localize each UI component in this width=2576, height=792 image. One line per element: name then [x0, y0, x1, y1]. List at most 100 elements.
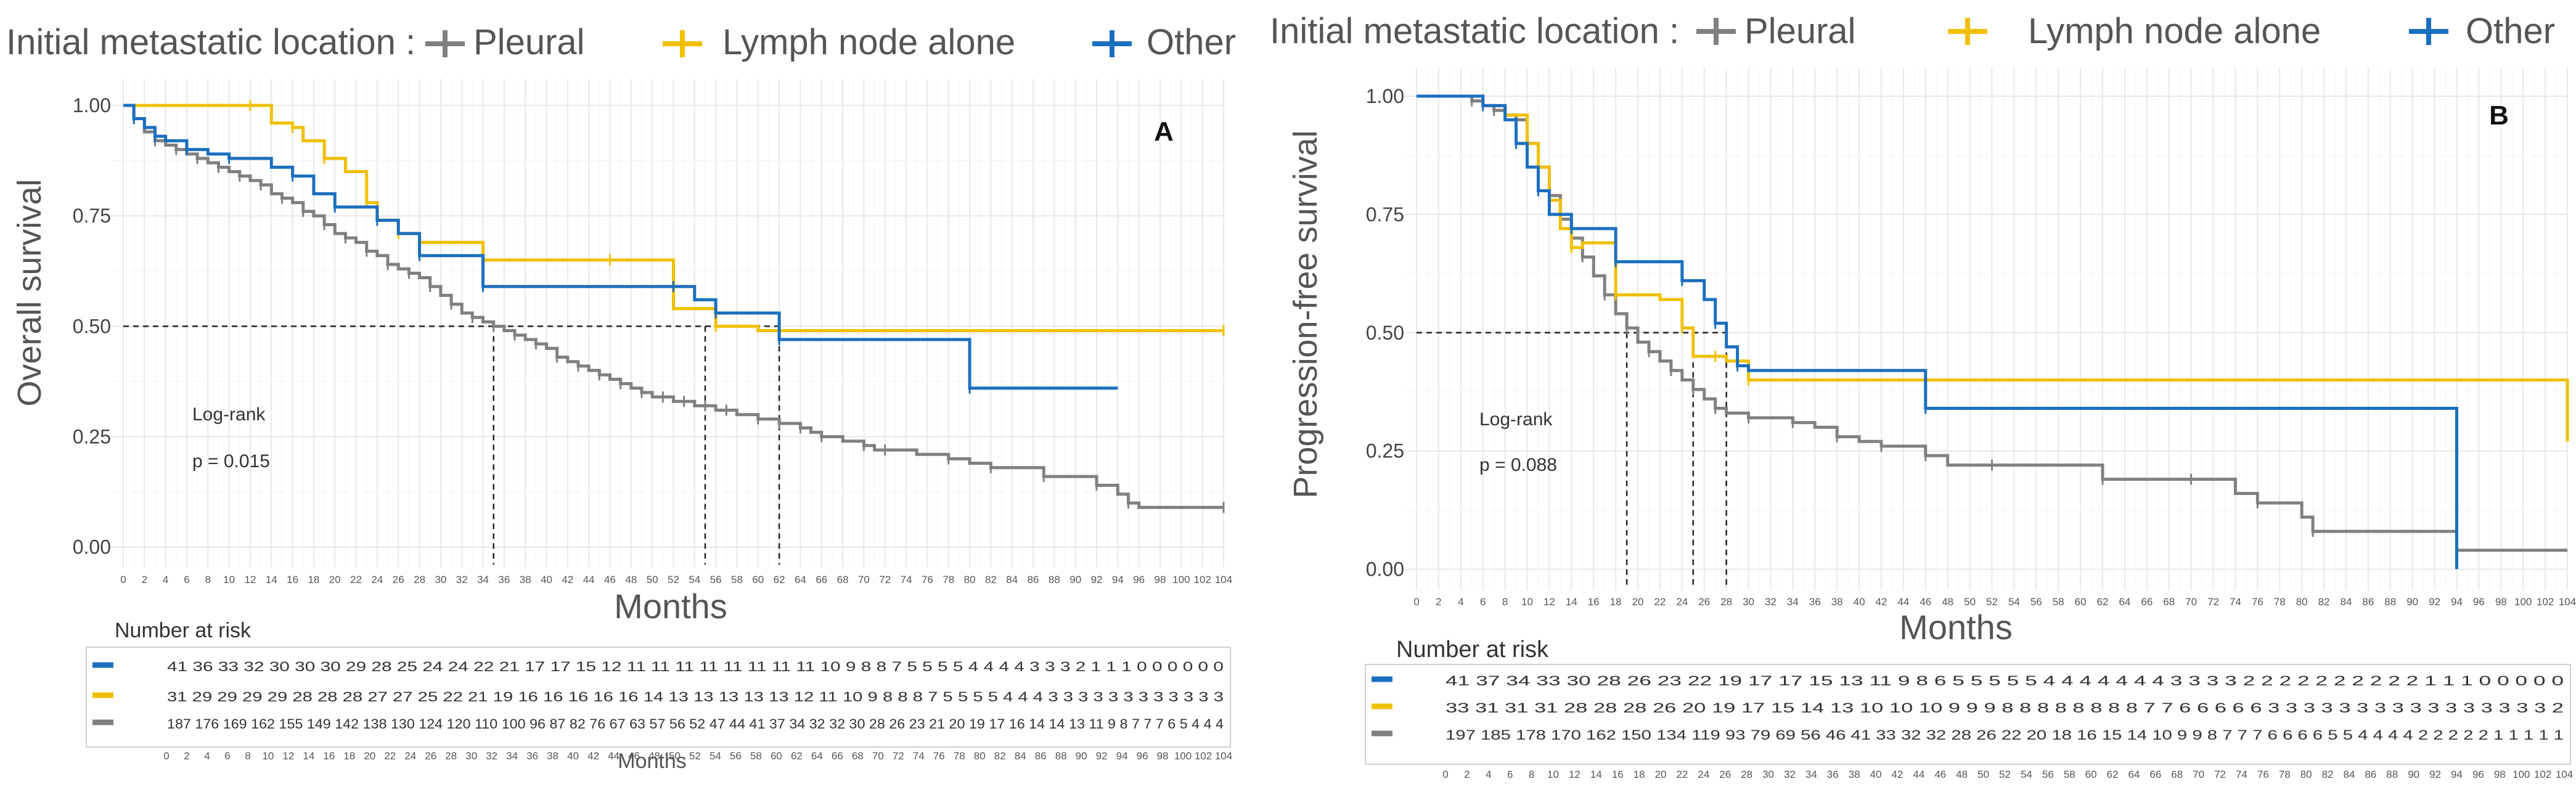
panel-b-risk-xtick-label: 62 [2107, 769, 2119, 780]
panel-a-xtick-label: 88 [1049, 574, 1060, 586]
panel-a-xtick-label: 14 [266, 574, 277, 586]
panel-b-xtick-label: 86 [2362, 596, 2374, 608]
panel-a-xtick-label: 64 [795, 574, 806, 586]
panel-a-xtick-label: 74 [901, 574, 912, 586]
panel-b-risk-xtick-label: 84 [2344, 769, 2355, 780]
panel-a-xtick-label: 28 [414, 574, 425, 586]
panel-b-risk-xtick-label: 18 [1634, 769, 1645, 780]
panel-b-ytick-label: 0.00 [1366, 558, 1404, 580]
panel-a-ytick-label: 0.50 [73, 315, 111, 337]
panel-b-risk-xtick-label: 98 [2494, 769, 2506, 780]
panel-b-xtick-label: 56 [2030, 596, 2042, 608]
panel-b-risk-row-pleural: 197 185 178 170 162 150 134 119 93 79 69… [1445, 727, 2564, 743]
panel-b-risk-xtick-label: 36 [1827, 769, 1839, 780]
panel-b-xtick-label: 20 [1632, 596, 1644, 608]
panel-a-risk-xticks: 0 2 4 6 8 10 12 14 16 18 20 22 24 26 28 30 32 34 36 38 40 42 4… [163, 750, 1232, 762]
panel-b-risk-xtick-label: 26 [1719, 769, 1731, 780]
panel-b-plot-background [1404, 68, 2576, 590]
panel-a-risk-xtick-label: 46 [628, 750, 640, 762]
panel-b-ytick-label: 0.25 [1366, 440, 1404, 462]
panel-b-xtick-label: 14 [1566, 596, 1577, 608]
panel-a-risk-xtick-label: 86 [1035, 750, 1047, 762]
panel-b-risk-xtick-label: 64 [2128, 769, 2140, 780]
panel-b-risk-xtick-label: 14 [1590, 769, 1602, 780]
panel-a-risk-xtick-label: 80 [974, 750, 986, 762]
panel-a-risk-xlabel: Months [618, 749, 687, 773]
panel-a-xtick-label: 84 [1006, 574, 1018, 586]
panel-a-xtick-label: 50 [647, 574, 658, 586]
panel-a-xtick-label: 46 [604, 574, 616, 586]
panel-b-xtick-label: 24 [1676, 596, 1688, 608]
panel-b-risk-xtick-label: 38 [1849, 769, 1860, 780]
panel-a-xtick-label: 24 [371, 574, 383, 586]
panel-a-risk-xtick-label: 56 [730, 750, 742, 762]
panel-b-label: B [2489, 100, 2509, 131]
panel-a-xtick-label: 78 [942, 574, 954, 586]
panel-b-xtick-label: 94 [2451, 596, 2463, 608]
panel-a-risk-table: Number at risk 41 36 33 32 30 30 30 29 2… [86, 619, 1232, 773]
panel-b-risk-xtick-label: 86 [2365, 769, 2376, 780]
panel-b-xtick-label: 78 [2274, 596, 2286, 608]
panel-b-xlabel: Months [1899, 608, 2013, 647]
panel-a-xtick-label: 60 [752, 574, 764, 586]
panel-b-xtick-label: 54 [2008, 596, 2020, 608]
panel-a-ytick-label: 0.25 [73, 426, 111, 448]
panel-b-xtick-label: 96 [2473, 596, 2485, 608]
panel-a-risk-xtick-label: 102 [1195, 750, 1212, 762]
panel-b-logrank-p: p = 0.088 [1479, 455, 1557, 475]
panel-b-risk-xtick-label: 6 [1507, 769, 1513, 780]
panel-b-xtick-label: 64 [2119, 596, 2130, 608]
panel-a-xtick-label: 96 [1133, 574, 1145, 586]
panel-b-risk-xtick-label: 60 [2085, 769, 2097, 780]
panel-a-xtick-label: 44 [583, 574, 595, 586]
panel-b-risk-xticks: 0 2 4 6 8 10 12 14 16 18 20 22 24 26 28 30 32 34 36 38 40 42 4… [1442, 769, 2573, 780]
panel-b-xtick-label: 0 [1413, 596, 1419, 608]
panel-b-xtick-label: 50 [1964, 596, 1976, 608]
panel-b-risk-xtick-label: 16 [1612, 769, 1624, 780]
panel-a-risk-xtick-label: 38 [547, 750, 558, 762]
panel-b-xtick-label: 58 [2053, 596, 2064, 608]
panel-a-risk-xtick-label: 12 [282, 750, 294, 762]
panel-b-risk-xtick-label: 8 [1529, 769, 1534, 780]
panel-b-risk-xtick-label: 54 [2021, 769, 2032, 780]
panel-a-xtick-label: 76 [922, 574, 933, 586]
panel-b-xtick-label: 84 [2341, 596, 2352, 608]
panel-b-xtick-label: 88 [2384, 596, 2396, 608]
panel-a-xtick-label: 2 [142, 574, 147, 586]
panel-b-xtick-label: 2 [1436, 596, 1441, 608]
panel-b-xtick-label: 42 [1876, 596, 1887, 608]
panel-b-ylabel: Progression-free survival [1287, 130, 1324, 498]
panel-b-xtick-label: 36 [1809, 596, 1821, 608]
panel-a-xtick-label: 40 [541, 574, 552, 586]
panel-a-risk-xtick-label: 90 [1076, 750, 1087, 762]
panel-b-ytick-label: 1.00 [1366, 85, 1404, 107]
panel-b-xtick-label: 98 [2495, 596, 2507, 608]
panel-b-xtick-label: 52 [1986, 596, 1998, 608]
panel-a-xtick-label: 92 [1091, 574, 1103, 586]
panel-a-xtick-label: 4 [163, 574, 168, 586]
panel-a: Initial metastatic location : Pleural Ly… [6, 22, 1236, 773]
panel-a-risk-xtick-label: 10 [262, 750, 274, 762]
panel-a-risk-xtick-label: 22 [384, 750, 396, 762]
panel-b-xtick-label: 26 [1698, 596, 1710, 608]
panel-a-risk-xtick-label: 40 [567, 750, 579, 762]
panel-b-risk-xtick-label: 72 [2214, 769, 2226, 780]
panel-a-risk-xtick-label: 6 [224, 750, 230, 762]
panel-b-legend-title: Initial metastatic location : [1270, 11, 1679, 51]
panel-a-risk-xtick-label: 30 [465, 750, 477, 762]
panel-a-risk-xtick-label: 84 [1015, 750, 1026, 762]
panel-a-risk-xtick-label: 88 [1055, 750, 1067, 762]
panel-a-risk-row-lymph: 31 29 29 29 29 28 28 28 27 27 25 22 21 1… [167, 689, 1224, 704]
panel-b-xtick-label: 46 [1920, 596, 1931, 608]
panel-a-risk-xtick-label: 98 [1157, 750, 1169, 762]
panel-b-legend: Initial metastatic location : Pleural Ly… [1270, 11, 2555, 51]
panel-a-risk-xtick-label: 2 [184, 750, 189, 762]
panel-b-risk-xtick-label: 4 [1486, 769, 1491, 780]
panel-b-xtick-label: 28 [1720, 596, 1732, 608]
panel-a-xtick-label: 68 [837, 574, 849, 586]
panel-a-ytick-label: 0.75 [73, 205, 111, 227]
panel-b-risk-xtick-label: 22 [1676, 769, 1688, 780]
panel-a-xtick-label: 42 [562, 574, 573, 586]
panel-b-risk-xtick-label: 74 [2236, 769, 2247, 780]
panel-a-risk-xtick-label: 104 [1215, 750, 1232, 762]
